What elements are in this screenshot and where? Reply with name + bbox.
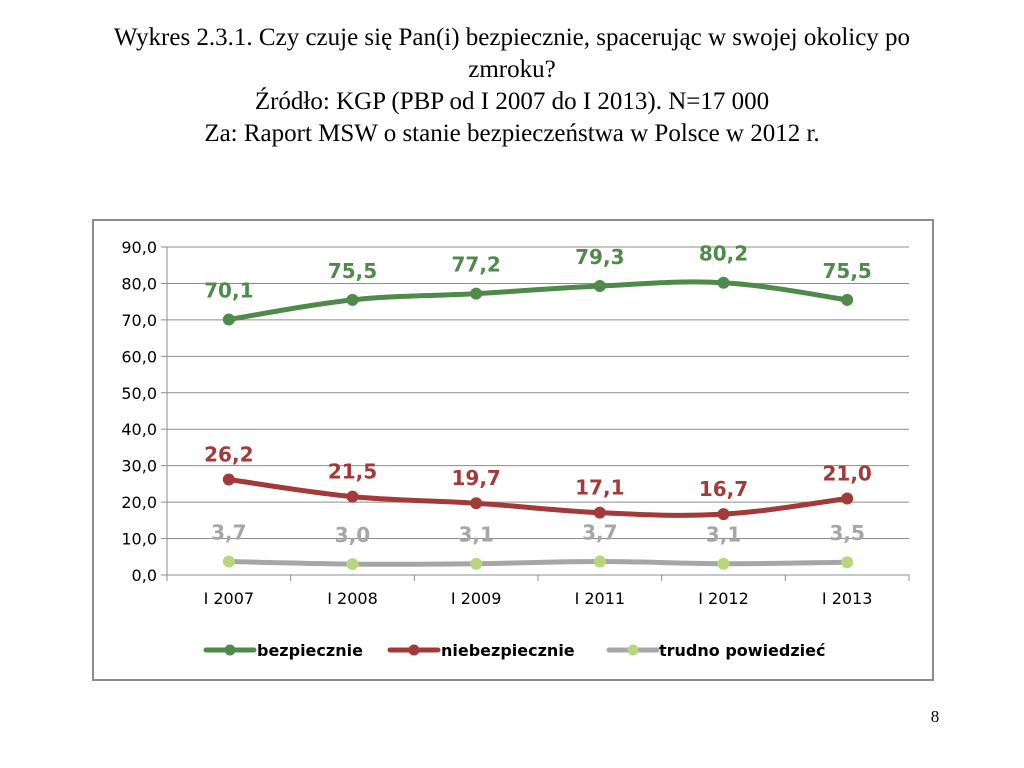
y-tick-label: 80,0 — [121, 274, 157, 293]
data-point — [222, 555, 235, 568]
series-line-1 — [226, 279, 850, 323]
data-point — [593, 279, 606, 292]
y-tick-label: 40,0 — [121, 420, 157, 439]
data-point — [841, 492, 854, 505]
data-point — [346, 490, 359, 503]
legend-label: bezpiecznie — [257, 641, 363, 660]
data-label: 3,5 — [829, 521, 864, 545]
attribution-line: Za: Raport MSW o stanie bezpieczeństwa w… — [204, 120, 820, 147]
y-tick-label: 0,0 — [132, 566, 157, 585]
data-point — [222, 313, 235, 326]
x-tick-label: I 2011 — [575, 589, 626, 608]
y-tick-label: 20,0 — [121, 493, 157, 512]
data-label: 79,3 — [575, 245, 624, 269]
data-label: 75,5 — [822, 259, 871, 283]
y-tick-label: 70,0 — [121, 311, 157, 330]
data-label: 77,2 — [451, 253, 500, 277]
legend-swatch-marker — [627, 644, 639, 656]
data-label: 3,0 — [335, 523, 370, 547]
data-label: 21,0 — [822, 461, 871, 485]
data-label: 19,7 — [451, 466, 500, 490]
data-point — [593, 506, 606, 519]
x-tick-label: I 2007 — [204, 589, 255, 608]
legend-label: niebezpiecznie — [441, 641, 575, 660]
line-chart: 0,0 10,0 20,0 30,0 40,0 50,0 60,0 70,0 80,0 90,0 I… — [121, 238, 910, 660]
data-point — [593, 555, 606, 568]
data-label: 75,5 — [328, 259, 377, 283]
chart-frame: 0,0 10,0 20,0 30,0 40,0 50,0 60,0 70,0 80,0 90,0 I… — [92, 219, 934, 681]
data-label: 17,1 — [575, 476, 624, 500]
title-line-2: zmroku? — [468, 56, 556, 83]
legend-swatch-marker — [224, 644, 236, 656]
data-point — [470, 287, 483, 300]
data-label: 3,7 — [211, 521, 246, 545]
data-point — [717, 557, 730, 570]
x-tick-label: I 2009 — [451, 589, 502, 608]
data-label: 70,1 — [204, 279, 253, 303]
data-point — [717, 508, 730, 521]
data-label: 3,1 — [458, 523, 493, 547]
data-label: 3,7 — [582, 521, 617, 545]
y-tick-label: 10,0 — [121, 530, 157, 549]
data-point — [470, 497, 483, 510]
data-point — [841, 293, 854, 306]
page-number: 8 — [930, 707, 940, 726]
x-tick-label: I 2012 — [698, 589, 749, 608]
slide-title: Wykres 2.3.1. Czy czuje się Pan(i) bezpi… — [40, 22, 984, 150]
series-line-3 — [226, 559, 850, 567]
data-point — [841, 556, 854, 569]
y-tick-label: 90,0 — [121, 238, 157, 257]
legend-label: trudno powiedzieć — [659, 641, 825, 660]
data-point — [346, 558, 359, 571]
y-tick-label: 60,0 — [121, 347, 157, 366]
y-tick-label: 50,0 — [121, 384, 157, 403]
series-line-2 — [226, 477, 850, 518]
data-point — [346, 293, 359, 306]
y-tick-label: 30,0 — [121, 457, 157, 476]
source-line: Źródło: KGP (PBP od I 2007 do I 2013). N… — [254, 88, 770, 115]
x-tick-label: I 2013 — [822, 589, 873, 608]
legend-swatch-marker — [408, 644, 420, 656]
data-label: 80,2 — [699, 242, 748, 266]
data-point — [222, 473, 235, 486]
data-label: 21,5 — [328, 460, 377, 484]
title-line-1: Wykres 2.3.1. Czy czuje się Pan(i) bezpi… — [113, 24, 911, 51]
data-point — [717, 276, 730, 289]
x-tick-label: I 2008 — [327, 589, 378, 608]
data-label: 26,2 — [204, 443, 253, 467]
data-label: 3,1 — [706, 523, 741, 547]
data-point — [470, 557, 483, 570]
data-label: 16,7 — [699, 477, 748, 501]
